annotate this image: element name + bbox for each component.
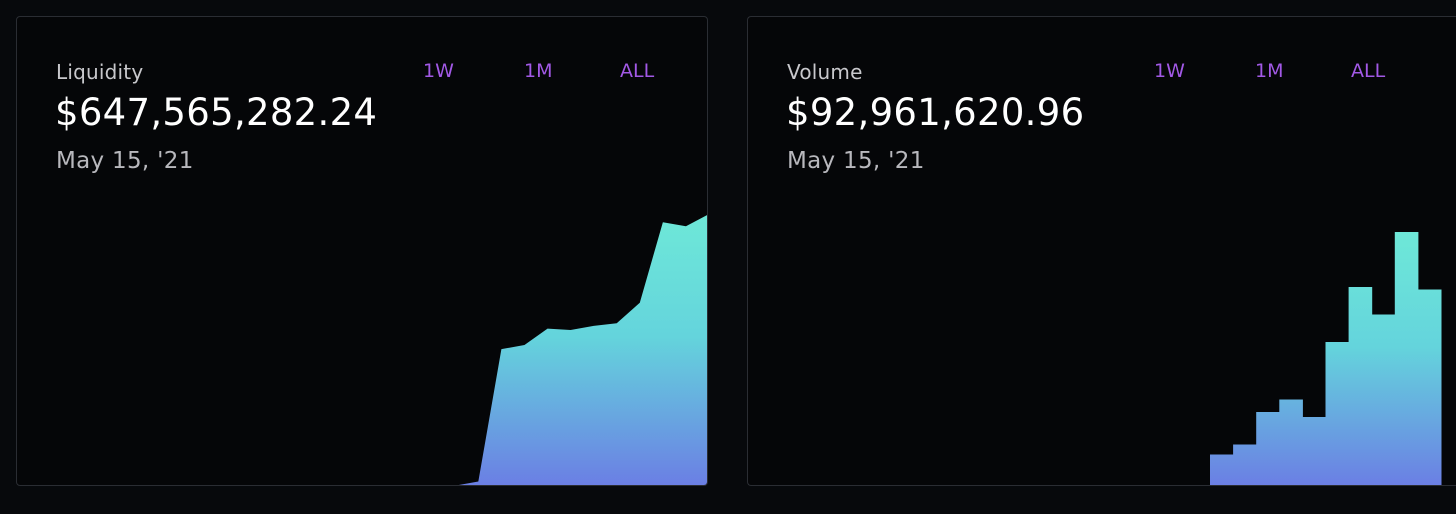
liquidity-tab-1m[interactable]: 1M	[524, 60, 553, 82]
liquidity-timeframe-tabs: 1W 1M ALL	[17, 60, 707, 86]
volume-bar	[1371, 314, 1396, 485]
volume-label: Volume	[787, 60, 863, 84]
volume-bar	[1256, 412, 1280, 485]
volume-tab-1m[interactable]: 1M	[1255, 60, 1284, 82]
liquidity-tab-1w[interactable]: 1W	[423, 60, 454, 82]
liquidity-value: $647,565,282.24	[55, 91, 378, 134]
liquidity-tab-all[interactable]: ALL	[620, 60, 655, 82]
volume-bar	[1279, 399, 1303, 485]
liquidity-label: Liquidity	[56, 60, 144, 84]
volume-timeframe-tabs: 1W 1M ALL	[748, 60, 1456, 86]
volume-bar	[1325, 342, 1350, 485]
volume-chart	[1210, 232, 1442, 485]
volume-value: $92,961,620.96	[786, 91, 1085, 134]
liquidity-chart	[458, 215, 707, 485]
volume-bar	[1302, 417, 1326, 485]
volume-bar	[1233, 444, 1257, 485]
volume-bar	[1394, 232, 1419, 485]
volume-bar	[1348, 287, 1373, 485]
liquidity-area	[458, 215, 707, 485]
volume-date: May 15, '21	[787, 148, 925, 174]
liquidity-card: Liquidity $647,565,282.24 May 15, '21 1W…	[16, 16, 708, 486]
volume-card: Volume $92,961,620.96 May 15, '21 1W 1M …	[747, 16, 1456, 486]
volume-bar	[1210, 454, 1234, 485]
volume-tab-all[interactable]: ALL	[1351, 60, 1386, 82]
volume-tab-1w[interactable]: 1W	[1154, 60, 1185, 82]
volume-bar	[1417, 289, 1442, 485]
liquidity-date: May 15, '21	[56, 148, 194, 174]
volume-bars	[1210, 232, 1442, 485]
